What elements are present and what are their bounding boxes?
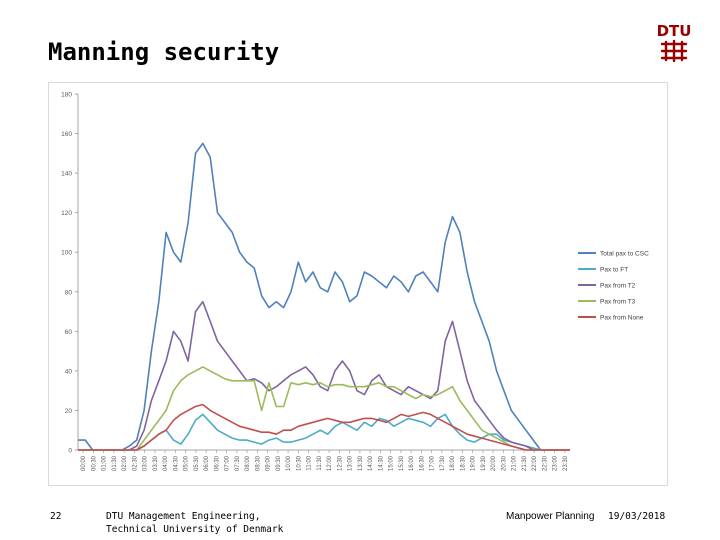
x-tick-label: 12:00 bbox=[327, 455, 333, 471]
y-tick-label: 120 bbox=[61, 210, 72, 217]
x-tick-label: 11:30 bbox=[317, 455, 323, 470]
y-tick-label: 100 bbox=[61, 250, 72, 257]
line-chart: 0 20 40 60 80 100 120 140 160 180 00:00 00:30 01:00 0… bbox=[61, 92, 649, 472]
x-tick-label: 20:00 bbox=[491, 455, 497, 471]
legend-label-2: Pax to FT bbox=[600, 267, 628, 274]
x-tick-label: 00:00 bbox=[81, 455, 87, 471]
institution-line-2: Technical University of Denmark bbox=[106, 524, 284, 535]
x-tick-label: 03:30 bbox=[153, 455, 159, 471]
x-tick-label: 01:30 bbox=[112, 455, 118, 471]
x-tick-label: 09:30 bbox=[276, 455, 282, 471]
x-tick-label: 02:00 bbox=[122, 455, 128, 471]
x-tick-label: 00:30 bbox=[91, 455, 97, 471]
x-tick-label: 14:00 bbox=[368, 455, 374, 471]
x-tick-label: 15:00 bbox=[389, 455, 395, 471]
x-tick-label: 22:00 bbox=[532, 455, 538, 471]
x-tick-label: 18:00 bbox=[450, 455, 456, 471]
x-tick-label: 04:00 bbox=[163, 455, 169, 471]
y-tick-label: 20 bbox=[65, 408, 73, 415]
x-tick-label: 08:30 bbox=[255, 455, 261, 471]
x-tick-label: 16:00 bbox=[409, 455, 415, 471]
x-tick-label: 06:00 bbox=[204, 455, 210, 471]
series-line-1 bbox=[78, 142, 570, 451]
x-tick-label: 05:00 bbox=[184, 455, 190, 471]
x-tick-label: 14:30 bbox=[378, 455, 384, 471]
series-line-4 bbox=[78, 366, 570, 451]
svg-text:DTU: DTU bbox=[657, 22, 692, 40]
x-tick-label: 19:00 bbox=[471, 455, 477, 471]
x-tick-label: 10:00 bbox=[286, 455, 292, 471]
date-label: 19/03/2018 bbox=[608, 511, 666, 522]
x-tick-label: 04:30 bbox=[173, 455, 179, 471]
x-tick-label: 11:00 bbox=[307, 455, 313, 470]
y-tick-label: 60 bbox=[65, 329, 73, 336]
x-tick-label: 16:30 bbox=[419, 455, 425, 471]
x-tick-label: 08:00 bbox=[245, 455, 251, 471]
y-tick-label: 160 bbox=[61, 131, 72, 138]
y-tick-label: 180 bbox=[61, 92, 72, 99]
x-tick-label: 17:00 bbox=[430, 455, 436, 471]
x-tick-label: 17:30 bbox=[440, 455, 446, 471]
legend-label-4: Pax from T3 bbox=[600, 299, 636, 306]
y-tick-label: 140 bbox=[61, 171, 72, 178]
x-tick-label: 07:00 bbox=[225, 455, 231, 471]
x-tick-label: 02:30 bbox=[132, 455, 138, 471]
x-tick-label: 10:30 bbox=[296, 455, 302, 471]
y-tick-label: 40 bbox=[65, 368, 73, 375]
x-tick-label: 20:30 bbox=[501, 455, 507, 471]
y-tick-label: 80 bbox=[65, 289, 73, 296]
x-tick-label: 13:00 bbox=[348, 455, 354, 471]
x-tick-label: 06:30 bbox=[214, 455, 220, 471]
x-tick-label: 22:30 bbox=[542, 455, 548, 471]
x-tick-label: 15:30 bbox=[399, 455, 405, 471]
y-tick-label: 0 bbox=[68, 448, 72, 455]
x-tick-label: 21:30 bbox=[522, 455, 528, 471]
page-title: Manning security bbox=[48, 38, 280, 66]
page-number: 22 bbox=[50, 511, 62, 522]
x-tick-label: 05:30 bbox=[194, 455, 200, 471]
chart-frame bbox=[48, 82, 668, 486]
x-tick-label: 07:30 bbox=[235, 455, 241, 471]
x-tick-label: 23:30 bbox=[563, 455, 569, 471]
x-tick-label: 23:00 bbox=[553, 455, 559, 471]
dtu-logo-icon: DTU bbox=[657, 22, 692, 63]
x-tick-label: 01:00 bbox=[102, 455, 108, 471]
x-tick-label: 21:00 bbox=[512, 455, 518, 471]
legend-label-1: Total pax to CSC bbox=[600, 251, 649, 258]
x-tick-label: 13:30 bbox=[358, 455, 364, 471]
topic-label: Manpower Planning bbox=[506, 511, 595, 522]
legend-label-5: Pax from None bbox=[600, 315, 644, 322]
x-tick-label: 12:30 bbox=[337, 455, 343, 471]
x-tick-label: 09:00 bbox=[266, 455, 272, 471]
series-line-3 bbox=[78, 300, 570, 451]
institution-line-1: DTU Management Engineering, bbox=[106, 511, 261, 522]
institution: DTU Management Engineering, Technical Un… bbox=[106, 510, 283, 536]
x-tick-label: 03:00 bbox=[143, 455, 149, 471]
x-tick-label: 18:30 bbox=[460, 455, 466, 471]
legend-label-3: Pax from T2 bbox=[600, 283, 636, 290]
x-tick-label: 19:30 bbox=[481, 455, 487, 471]
series-line-5 bbox=[78, 403, 570, 451]
